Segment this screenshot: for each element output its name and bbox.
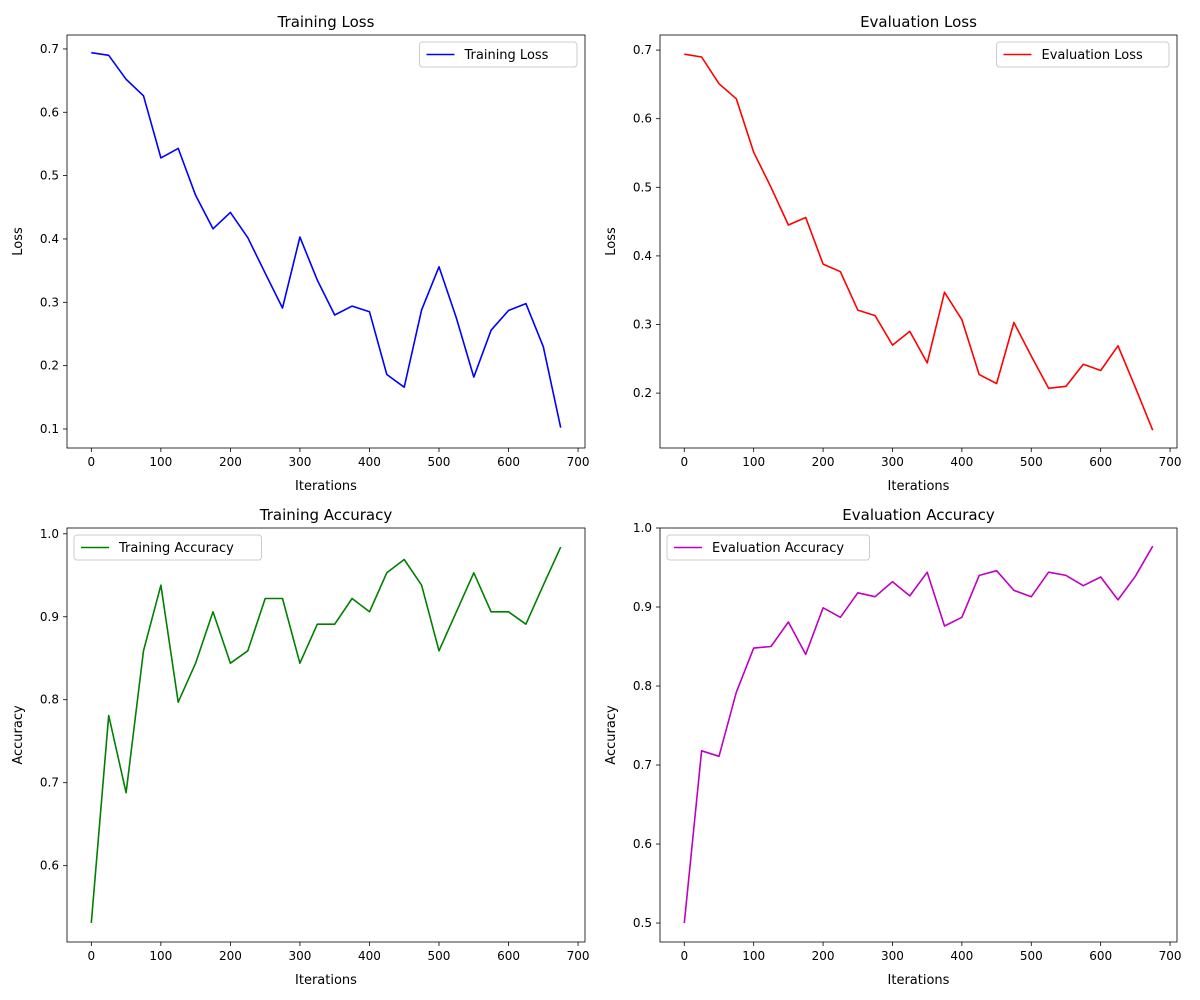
- chart-title: Training Loss: [277, 13, 375, 31]
- x-tick-label: 700: [567, 949, 590, 963]
- x-tick-label: 700: [1159, 455, 1182, 469]
- y-tick-label: 0.9: [40, 610, 59, 624]
- legend-label: Evaluation Accuracy: [712, 541, 844, 556]
- y-tick-label: 0.8: [40, 693, 59, 707]
- x-tick-label: 400: [950, 949, 973, 963]
- series-line: [91, 51, 562, 428]
- y-tick-label: 0.8: [633, 679, 652, 693]
- legend: Training Accuracy: [73, 534, 262, 561]
- subplot-3: Training Accuracy 0 100 200 300 400 500 600 700 0…: [11, 506, 590, 988]
- x-tick-label: 500: [428, 455, 451, 469]
- x-axis-label: Iterations: [888, 973, 950, 988]
- y-tick-label: 0.6: [40, 859, 59, 873]
- x-tick-label: 100: [742, 949, 765, 963]
- x-tick-label: 400: [358, 455, 381, 469]
- x-tick-label: 600: [1089, 455, 1112, 469]
- y-tick-label: 0.2: [40, 359, 59, 373]
- y-tick-label: 0.5: [633, 180, 652, 194]
- y-tick-label: 0.6: [633, 112, 652, 126]
- x-tick-label: 0: [680, 455, 688, 469]
- x-tick-label: 200: [812, 455, 835, 469]
- x-tick-label: 0: [88, 949, 96, 963]
- x-tick-label: 700: [1159, 949, 1182, 963]
- x-tick-label: 200: [219, 949, 242, 963]
- x-tick-label: 600: [497, 949, 520, 963]
- y-tick-label: 0.2: [633, 386, 652, 400]
- chart-title: Evaluation Loss: [860, 13, 977, 31]
- x-axis-label: Iterations: [295, 479, 357, 494]
- legend-box: [996, 41, 1170, 68]
- subplot-1: Training Loss 0 100 200 300 400 500 600 700 0.1 0.…: [11, 13, 590, 494]
- y-tick-label: 0.7: [40, 776, 59, 790]
- y-tick-label: 0.3: [633, 318, 652, 332]
- axes-frame: [659, 34, 1178, 449]
- x-tick-label: 0: [680, 949, 688, 963]
- legend-label: Training Loss: [464, 48, 549, 63]
- series-line: [90, 546, 562, 923]
- axes-frame: [66, 34, 586, 449]
- x-tick-label: 0: [88, 455, 96, 469]
- chart-title: Training Accuracy: [259, 506, 393, 524]
- subplot-2: Evaluation Loss 0 100 200 300 400 500 600 700 0.2…: [604, 13, 1182, 494]
- legend-label: Training Accuracy: [118, 541, 234, 556]
- x-tick-label: 300: [288, 949, 311, 963]
- y-tick-label: 1.0: [40, 527, 59, 541]
- y-tick-label: 0.1: [40, 422, 59, 436]
- x-tick-label: 200: [812, 949, 835, 963]
- y-tick-label: 1.0: [633, 521, 652, 535]
- x-tick-label: 300: [881, 949, 904, 963]
- x-tick-label: 600: [497, 455, 520, 469]
- x-tick-label: 300: [288, 455, 311, 469]
- y-axis-label: Loss: [604, 227, 619, 256]
- x-tick-label: 300: [881, 455, 904, 469]
- x-tick-label: 600: [1089, 949, 1112, 963]
- y-tick-label: 0.5: [633, 916, 652, 930]
- y-tick-label: 0.4: [40, 232, 59, 246]
- legend-label: Evaluation Loss: [1042, 48, 1143, 63]
- x-tick-label: 100: [149, 949, 172, 963]
- legend-box: [666, 534, 870, 561]
- y-tick-label: 0.7: [633, 43, 652, 57]
- axes-frame: [66, 527, 586, 943]
- series-line: [683, 545, 1154, 924]
- y-tick-label: 0.5: [40, 169, 59, 183]
- y-axis-label: Accuracy: [604, 705, 619, 765]
- x-tick-label: 500: [428, 949, 451, 963]
- axes-frame: [659, 527, 1178, 943]
- y-tick-label: 0.7: [40, 42, 59, 56]
- y-tick-label: 0.4: [633, 249, 652, 263]
- x-tick-label: 400: [950, 455, 973, 469]
- x-tick-label: 200: [219, 455, 242, 469]
- series-line: [684, 53, 1154, 431]
- y-tick-label: 0.3: [40, 295, 59, 309]
- chart-title: Evaluation Accuracy: [842, 506, 995, 524]
- x-axis-label: Iterations: [888, 479, 950, 494]
- x-axis-label: Iterations: [295, 973, 357, 988]
- y-tick-label: 0.6: [633, 837, 652, 851]
- y-tick-label: 0.9: [633, 600, 652, 614]
- y-tick-label: 0.7: [633, 758, 652, 772]
- legend-box: [419, 41, 578, 68]
- legend: Training Loss: [419, 41, 578, 68]
- x-tick-label: 700: [567, 455, 590, 469]
- legend-box: [73, 534, 262, 561]
- y-axis-label: Accuracy: [11, 705, 26, 765]
- y-axis-label: Loss: [11, 227, 26, 256]
- x-tick-label: 400: [358, 949, 381, 963]
- subplot-4: Evaluation Accuracy 0 100 200 300 400 500 600 70…: [604, 506, 1182, 988]
- legend: Evaluation Loss: [996, 41, 1170, 68]
- y-tick-label: 0.6: [40, 105, 59, 119]
- x-tick-label: 500: [1020, 949, 1043, 963]
- x-tick-label: 500: [1020, 455, 1043, 469]
- legend: Evaluation Accuracy: [666, 534, 870, 561]
- x-tick-label: 100: [742, 455, 765, 469]
- x-tick-label: 100: [149, 455, 172, 469]
